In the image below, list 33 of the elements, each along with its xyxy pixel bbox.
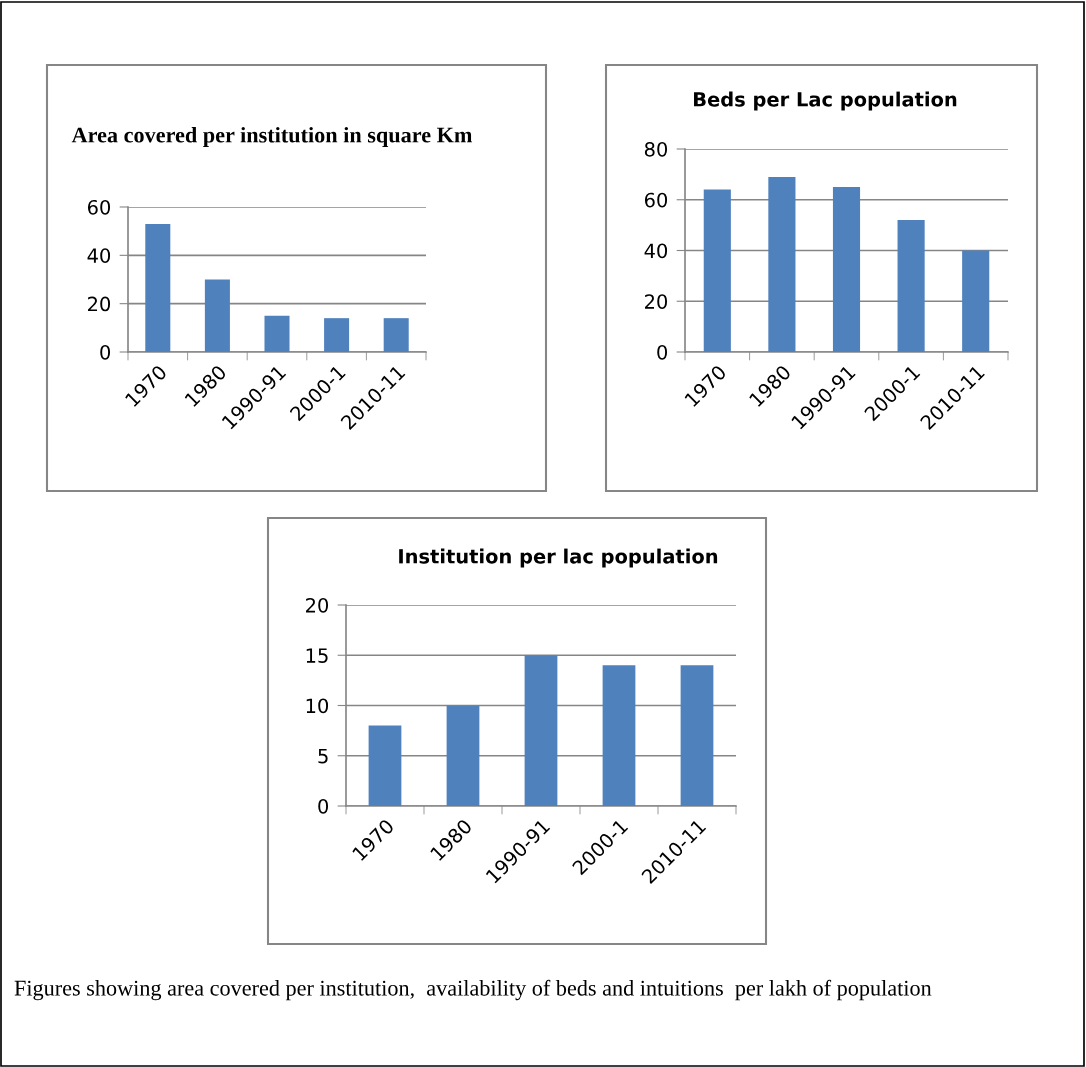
y-tick-label: 20 [306,597,329,613]
y-tick-label: 60 [87,199,111,215]
y-tick-label: 20 [645,294,668,309]
chart-title: Institution per lac population [399,548,718,568]
bar [602,665,636,806]
y-tick-label: 80 [644,141,668,157]
y-tick-label: 20 [88,296,111,312]
y-tick-label: 40 [644,243,668,259]
bar [204,279,230,352]
bar [368,725,402,806]
y-tick-label: 10 [306,698,329,714]
bar [264,315,290,352]
y-tick-label: 0 [100,344,111,360]
bar [145,223,171,352]
y-tick-label: 0 [318,798,329,814]
text: Figures showing area covered per institution, availability of beds and intuitions per lakh of population [14,979,932,1001]
bar [832,187,861,352]
y-tick-label: 15 [306,648,328,663]
bar [680,665,714,806]
chart-title: Beds per Lac population [694,91,957,111]
y-tick-label: 0 [657,344,668,360]
y-tick-label: 5 [318,748,328,764]
bar [324,318,350,352]
bar [962,250,990,352]
bar [524,655,558,806]
y-tick-label: 40 [87,248,111,263]
bar [446,705,480,806]
y-tick-label: 60 [644,192,668,208]
bar [703,189,731,352]
bar [897,220,925,352]
bar [768,176,796,352]
bar [383,318,409,352]
chart-title: Area covered per institution in square Km [71,126,473,148]
